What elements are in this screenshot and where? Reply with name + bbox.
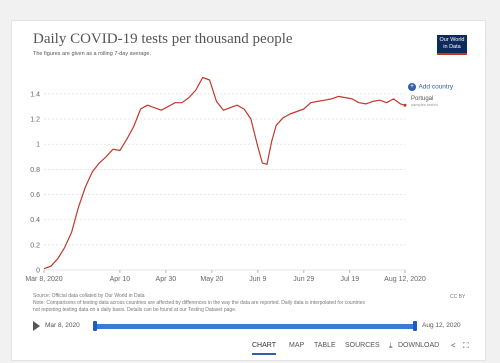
download-icon[interactable]: ⤓ bbox=[389, 341, 393, 350]
play-icon[interactable] bbox=[33, 321, 40, 331]
y-tick-label: 1.4 bbox=[30, 91, 40, 98]
source-text: Source: Official data collated by Our Wo… bbox=[33, 293, 145, 299]
tab-sources[interactable]: SOURCES bbox=[345, 342, 380, 349]
x-tick-label: Jul 19 bbox=[340, 276, 359, 283]
x-tick-label: Apr 10 bbox=[110, 276, 131, 283]
timeline: Mar 8, 2020 Aug 12, 2020 bbox=[33, 320, 473, 332]
timeline-start-label: Mar 8, 2020 bbox=[45, 322, 80, 329]
logo-line-2: in Data bbox=[443, 43, 461, 50]
timeline-end-handle[interactable] bbox=[413, 321, 417, 331]
x-tick-label: Apr 30 bbox=[156, 276, 177, 283]
fullscreen-icon[interactable]: ⛶ bbox=[463, 341, 469, 350]
share-icon[interactable]: < bbox=[451, 341, 456, 350]
note-text-line-2: not reporting testing data on a daily ba… bbox=[33, 307, 237, 313]
y-tick-label: 1 bbox=[36, 142, 40, 149]
y-tick-label: 0 bbox=[36, 268, 40, 275]
tab-map[interactable]: MAP bbox=[289, 342, 305, 349]
add-country-button[interactable]: + Add country bbox=[408, 83, 453, 91]
series-label-note: samples tested bbox=[411, 102, 438, 107]
chart-subtitle: The figures are given as a rolling 7-day… bbox=[33, 51, 152, 57]
y-tick-label: 0.4 bbox=[30, 217, 40, 224]
chart-card bbox=[11, 20, 486, 361]
y-tick-label: 0.2 bbox=[30, 242, 40, 249]
tab-chart[interactable]: CHART bbox=[252, 339, 276, 355]
owid-logo[interactable]: Our World in Data bbox=[437, 35, 467, 55]
x-tick-label: Mar 8, 2020 bbox=[25, 276, 62, 283]
line-chart: 0 0.2 0.4 0.6 0.8 1 1.2 1.4 Mar 8, 2020 Apr 10 Apr… bbox=[25, 76, 426, 283]
y-tick-label: 0.8 bbox=[30, 167, 40, 174]
x-tick-label: Aug 12, 2020 bbox=[384, 276, 426, 283]
timeline-track[interactable] bbox=[95, 324, 415, 329]
series-line-portugal bbox=[43, 76, 406, 270]
tab-table[interactable]: TABLE bbox=[314, 342, 336, 349]
license-text[interactable]: CC BY bbox=[450, 294, 466, 300]
x-tick-label: Jun 9 bbox=[249, 276, 266, 283]
plus-icon: + bbox=[408, 83, 416, 91]
y-tick-label: 1.2 bbox=[30, 117, 40, 124]
tab-download[interactable]: DOWNLOAD bbox=[398, 342, 440, 349]
series-end-point bbox=[403, 103, 407, 107]
x-tick-label: May 20 bbox=[200, 276, 223, 283]
x-tick-label: Jun 29 bbox=[293, 276, 314, 283]
timeline-end-label: Aug 12, 2020 bbox=[422, 322, 461, 329]
timeline-start-handle[interactable] bbox=[93, 321, 97, 331]
y-tick-label: 0.6 bbox=[30, 192, 40, 199]
chart-title: Daily COVID-19 tests per thousand people bbox=[33, 31, 293, 47]
series-label-name: Portugal bbox=[411, 96, 434, 102]
logo-line-1: Our World bbox=[439, 37, 465, 43]
note-text-line-1: Note: Comparisons of testing data across… bbox=[33, 300, 365, 306]
series-label[interactable]: Portugal samples tested bbox=[411, 96, 438, 108]
add-country-label: Add country bbox=[418, 83, 454, 91]
